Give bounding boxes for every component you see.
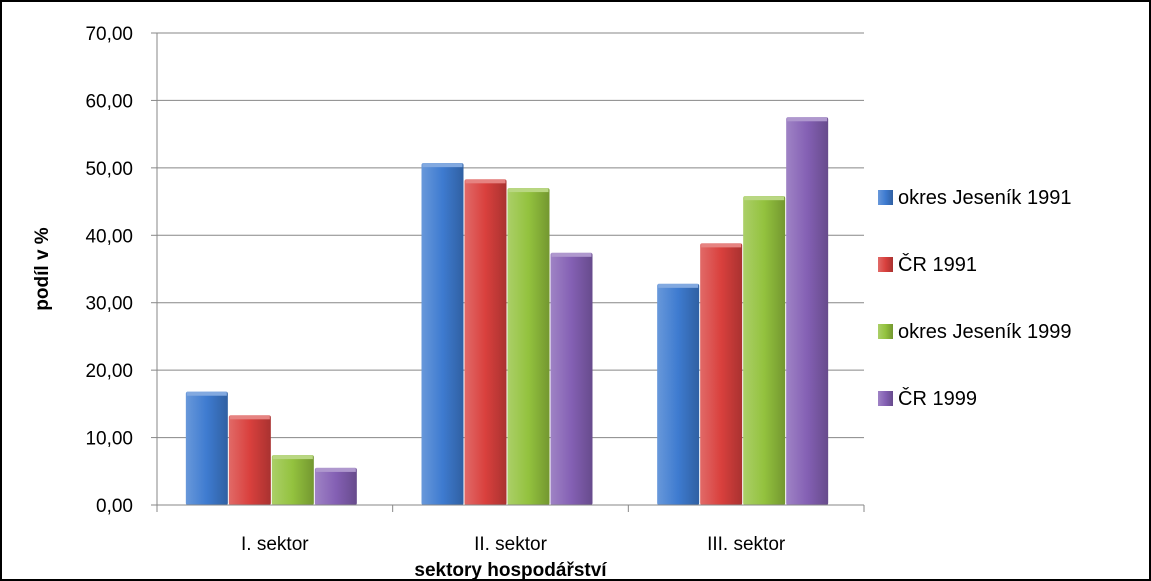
legend-label: okres Jeseník 1999 (898, 321, 1071, 343)
bar-top-highlight (744, 196, 785, 201)
bar-top-highlight (551, 252, 592, 257)
y-tick-label: 60,00 (85, 91, 133, 112)
y-tick-label: 70,00 (85, 24, 133, 45)
bar-top-highlight (186, 391, 227, 396)
x-tick-label: I. sektor (241, 534, 309, 555)
legend: okres Jeseník 1991 ČR 1991 okres Jeseník 1… (878, 187, 1071, 410)
bar-top-highlight (315, 467, 356, 472)
bar (228, 415, 271, 505)
x-tick-label: II. sektor (474, 534, 548, 555)
y-tick-label: 20,00 (85, 361, 133, 382)
bar (507, 188, 550, 506)
y-tick-label: 10,00 (85, 429, 133, 450)
axes: 0,00 10,00 20,00 30,00 40,00 50,00 60,00 70,00 I… (85, 24, 865, 555)
x-tick-label: III. sektor (707, 534, 786, 555)
bar-top-highlight (422, 163, 463, 168)
bar (743, 196, 786, 506)
x-axis-title: sektory hospodářství (414, 560, 607, 579)
y-tick-label: 0,00 (96, 496, 133, 517)
legend-swatch (878, 324, 893, 339)
legend-swatch (878, 190, 893, 205)
legend-label: ČR 1999 (898, 387, 977, 410)
y-axis-title: podíl v % (32, 227, 53, 311)
legend-swatch (878, 391, 893, 406)
bar (421, 163, 464, 505)
legend-label: ČR 1991 (898, 253, 977, 276)
bar-top-highlight (658, 283, 699, 288)
bar (271, 455, 314, 505)
bar-top-highlight (465, 179, 506, 184)
bar-top-highlight (229, 415, 270, 420)
bars (185, 117, 829, 506)
bar-top-highlight (787, 117, 828, 122)
bar (550, 252, 593, 505)
bar (314, 467, 357, 505)
legend-swatch (878, 257, 893, 272)
y-tick-label: 30,00 (85, 294, 133, 315)
bar-top-highlight (272, 455, 313, 460)
bar (464, 179, 507, 505)
bar (700, 243, 743, 505)
bar (657, 283, 700, 505)
bar-top-highlight (701, 243, 742, 248)
bar-top-highlight (508, 188, 549, 193)
bar (185, 391, 228, 505)
y-tick-label: 40,00 (85, 226, 133, 247)
legend-label: okres Jeseník 1991 (898, 187, 1071, 209)
y-tick-label: 50,00 (85, 159, 133, 180)
bar (786, 117, 829, 506)
